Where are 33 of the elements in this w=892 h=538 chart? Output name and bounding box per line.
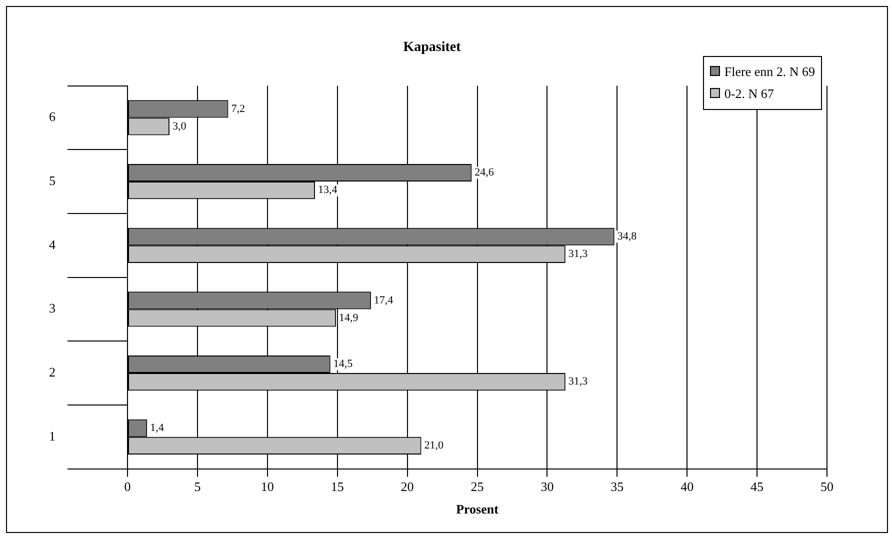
x-tick-label: 10 (260, 479, 274, 494)
x-tick-label: 45 (750, 479, 764, 494)
data-label: 21,0 (424, 440, 444, 452)
data-label: 31,3 (568, 376, 588, 388)
y-tick-label: 3 (49, 300, 56, 316)
data-label: 34,8 (617, 230, 638, 242)
data-label: 14,9 (338, 312, 359, 324)
y-tick-label: 4 (49, 236, 56, 252)
data-label: 31,3 (568, 248, 588, 260)
x-axis-title: Prosent (456, 502, 500, 517)
data-label: 1,4 (150, 422, 164, 434)
x-tick-label: 5 (194, 479, 201, 494)
legend-label: 0-2. N 67 (723, 84, 775, 103)
y-tick-label: 6 (49, 109, 56, 124)
chart-title: Kapasitet (403, 40, 462, 56)
data-label: 17,4 (374, 294, 394, 306)
x-tick-label: 25 (470, 479, 484, 494)
data-label: 24,6 (474, 166, 494, 179)
data-label: 3,0 (172, 120, 187, 132)
y-tick-label: 2 (49, 364, 56, 380)
y-tick-label: 5 (49, 172, 56, 188)
x-tick-label: 15 (330, 479, 344, 494)
legend-label: Flere enn 2. N 69 (723, 62, 815, 81)
data-label: 7,2 (231, 102, 245, 115)
data-label: 14,5 (333, 358, 354, 370)
data-label: 13,4 (318, 184, 338, 196)
x-tick-label: 20 (400, 479, 414, 494)
y-tick-label: 1 (49, 428, 56, 444)
x-tick-label: 0 (124, 479, 131, 494)
x-tick-label: 50 (820, 479, 834, 494)
x-tick-label: 35 (610, 479, 624, 494)
x-tick-label: 40 (680, 479, 694, 494)
x-tick-label: 30 (540, 479, 554, 494)
